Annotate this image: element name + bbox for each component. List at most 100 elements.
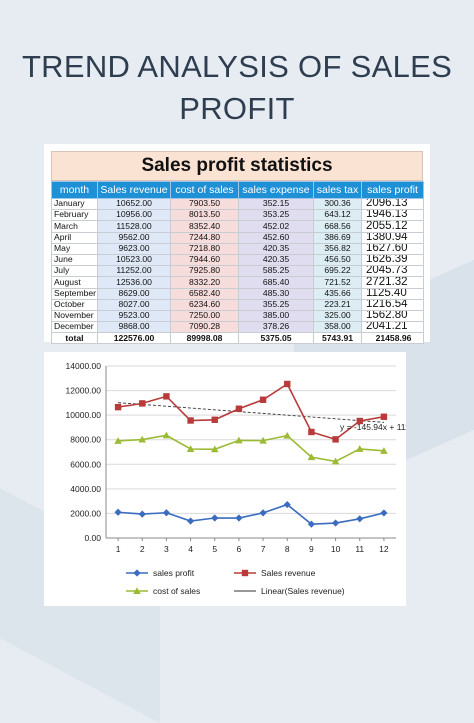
table-cell[interactable]: 352.15	[238, 197, 314, 211]
table-cell[interactable]: 8027.00	[97, 298, 171, 311]
column-header[interactable]: cost of sales	[170, 181, 239, 199]
y-tick-label: 14000.00	[66, 361, 102, 371]
table-cell[interactable]: 9523.00	[97, 309, 171, 323]
data-point-marker	[241, 569, 249, 577]
table-cell[interactable]: September	[51, 287, 98, 300]
table-cell[interactable]: 1216.54	[361, 298, 424, 311]
line-chart: 0.00 2000.00 4000.00 6000.00 8000.00 10000.00…	[66, 361, 420, 596]
x-tick-label: 5	[212, 544, 217, 554]
table-cell[interactable]: 300.36	[313, 197, 362, 211]
table-cell[interactable]: April	[51, 231, 98, 244]
table-cell[interactable]: 685.40	[238, 276, 314, 289]
table-cell[interactable]: 9868.00	[97, 321, 171, 334]
total-cell[interactable]: total	[51, 332, 98, 345]
table-cell[interactable]: 485.30	[238, 287, 314, 300]
data-point-marker	[133, 569, 141, 577]
table-cell[interactable]: 10523.00	[97, 253, 171, 267]
table-cell[interactable]: 11528.00	[97, 220, 171, 233]
table-cell[interactable]: 7925.80	[170, 265, 239, 278]
table-cell[interactable]: 435.66	[313, 287, 362, 300]
table-cell[interactable]: August	[51, 276, 98, 289]
column-header[interactable]: month	[51, 181, 98, 199]
table-cell[interactable]: 223.21	[313, 298, 362, 311]
table-cell[interactable]: 385.00	[238, 309, 314, 323]
table-cell[interactable]: July	[51, 265, 98, 278]
table-row: July 11252.00 7925.80 585.25 695.22 2045.73	[51, 265, 424, 278]
table-cell[interactable]: 452.60	[238, 231, 314, 244]
table-cell[interactable]: 1125.40	[361, 287, 424, 300]
x-tick-label: 1	[116, 544, 121, 554]
table-row: February 10956.00 8013.50 353.25 643.12 1946.…	[51, 209, 424, 222]
table-cell[interactable]: 7250.00	[170, 309, 239, 323]
table-cell[interactable]: 721.52	[313, 276, 362, 289]
table-cell[interactable]: 585.25	[238, 265, 314, 278]
table-cell[interactable]: 386.69	[313, 231, 362, 244]
y-tick-label: 8000.00	[70, 435, 101, 445]
table-cell[interactable]: 6582.40	[170, 287, 239, 300]
table-cell[interactable]: 8332.20	[170, 276, 239, 289]
total-cell[interactable]: 21458.96	[361, 332, 424, 345]
total-cell[interactable]: 89998.08	[170, 332, 239, 345]
table-cell[interactable]: 420.35	[238, 253, 314, 267]
table-cell[interactable]: 2096.13	[361, 197, 424, 211]
table-cell[interactable]: 358.00	[313, 321, 362, 334]
column-header[interactable]: sales tax	[313, 181, 362, 199]
table-cell[interactable]: 1380.94	[361, 231, 424, 244]
table-cell[interactable]: November	[51, 309, 98, 323]
table-cell[interactable]: June	[51, 253, 98, 267]
table-cell[interactable]: 420.35	[238, 242, 314, 255]
table-cell[interactable]: 378.26	[238, 321, 314, 334]
data-point-marker	[114, 437, 122, 444]
table-cell[interactable]: 9562.00	[97, 231, 171, 244]
table-cell[interactable]: 7218.80	[170, 242, 239, 255]
table-cell[interactable]: October	[51, 298, 98, 311]
table-cell[interactable]: 452.02	[238, 220, 314, 233]
table-cell[interactable]: December	[51, 321, 98, 334]
table-cell[interactable]: 355.25	[238, 298, 314, 311]
table-cell[interactable]: 2055.12	[361, 220, 424, 233]
column-header[interactable]: sales profit	[361, 181, 424, 199]
table-row: October 8027.00 6234.60 355.25 223.21 1216.54	[51, 298, 424, 311]
column-header[interactable]: Sales revenue	[97, 181, 171, 199]
table-cell[interactable]: 1946.13	[361, 209, 424, 222]
table-cell[interactable]: 325.00	[313, 309, 362, 323]
table-cell[interactable]: 2041.21	[361, 321, 424, 334]
table-cell[interactable]: 7244.80	[170, 231, 239, 244]
table-cell[interactable]: 7944.60	[170, 253, 239, 267]
table-cell[interactable]: 7903.50	[170, 197, 239, 211]
table-cell[interactable]: 456.50	[313, 253, 362, 267]
table-cell[interactable]: 668.56	[313, 220, 362, 233]
table-row: March 11528.00 8352.40 452.02 668.56 2055.12	[51, 220, 424, 233]
table-cell[interactable]: March	[51, 220, 98, 233]
table-cell[interactable]: 8013.50	[170, 209, 239, 222]
table-cell[interactable]: January	[51, 197, 98, 211]
table-cell[interactable]: 695.22	[313, 265, 362, 278]
table-cell[interactable]: February	[51, 209, 98, 222]
table-cell[interactable]: 1626.39	[361, 253, 424, 267]
table-cell[interactable]: 1562.80	[361, 309, 424, 323]
table-cell[interactable]: May	[51, 242, 98, 255]
total-cell[interactable]: 122576.00	[97, 332, 171, 345]
table-cell[interactable]: 11252.00	[97, 265, 171, 278]
table-cell[interactable]: 7090.28	[170, 321, 239, 334]
data-point-marker	[138, 510, 146, 518]
table-cell[interactable]: 1627.60	[361, 242, 424, 255]
table-cell[interactable]: 10652.00	[97, 197, 171, 211]
total-cell[interactable]: 5375.05	[238, 332, 314, 345]
table-cell[interactable]: 12536.00	[97, 276, 171, 289]
total-cell[interactable]: 5743.91	[313, 332, 362, 345]
table-cell[interactable]: 2721.32	[361, 276, 424, 289]
table-cell[interactable]: 2045.73	[361, 265, 424, 278]
table-cell[interactable]: 6234.60	[170, 298, 239, 311]
table-cell[interactable]: 9623.00	[97, 242, 171, 255]
trendline-equation: y = -145.94x + 11163	[340, 422, 406, 432]
table-cell[interactable]: 8352.40	[170, 220, 239, 233]
column-header[interactable]: sales expense	[238, 181, 314, 199]
table-cell[interactable]: 8629.00	[97, 287, 171, 300]
table-cell[interactable]: 643.12	[313, 209, 362, 222]
table-cell[interactable]: 353.25	[238, 209, 314, 222]
data-point-marker	[114, 403, 122, 411]
data-point-marker	[235, 436, 243, 444]
table-cell[interactable]: 10956.00	[97, 209, 171, 222]
table-cell[interactable]: 356.82	[313, 242, 362, 255]
